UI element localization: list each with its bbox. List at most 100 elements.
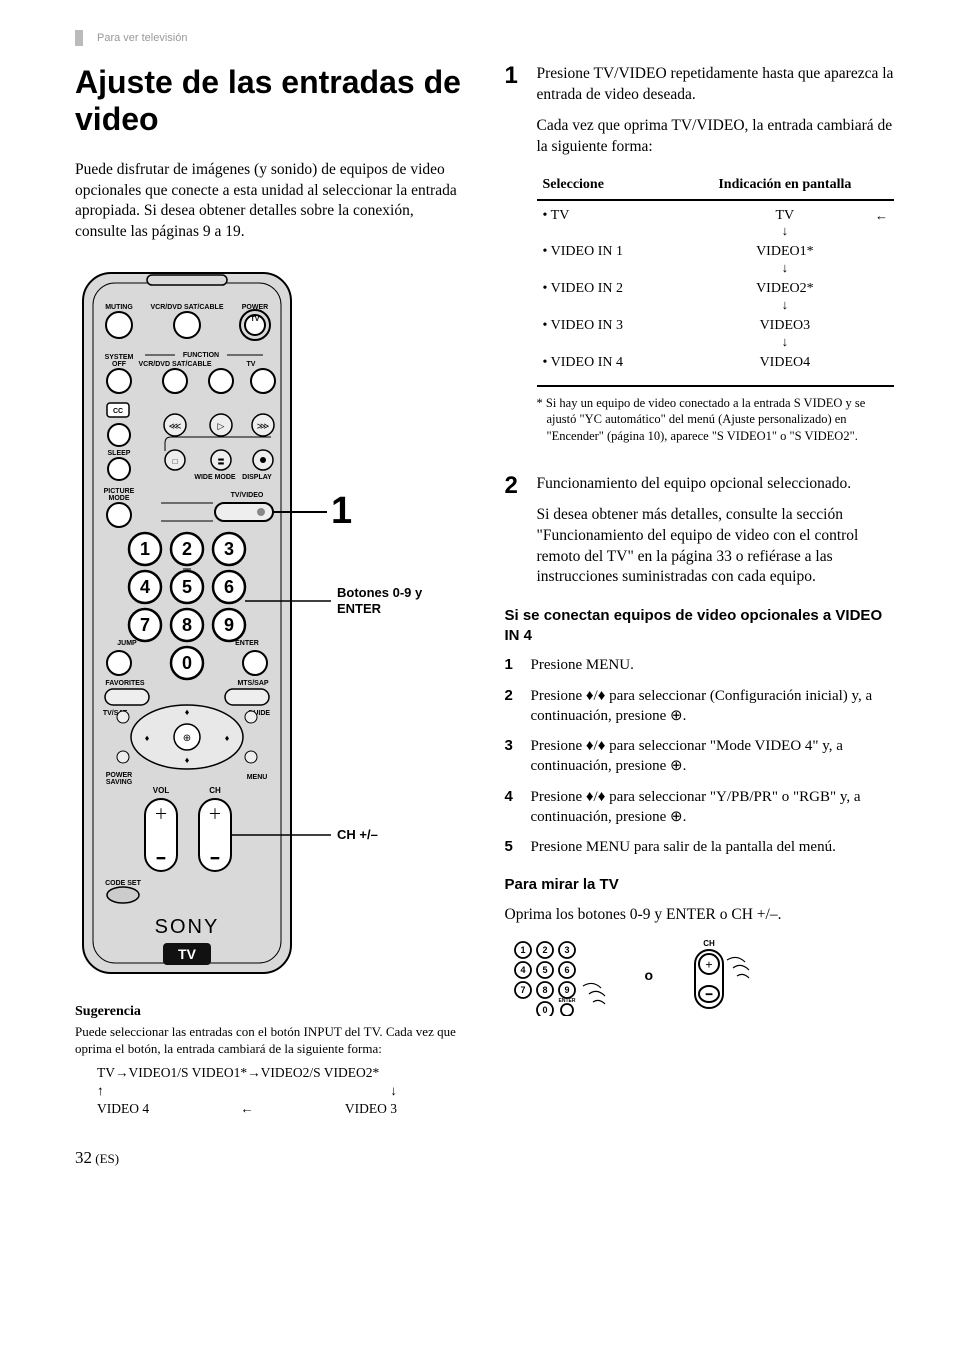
svg-text:━: ━	[156, 852, 166, 867]
remote-illustration: MUTING VCR/DVD SAT/CABLE POWER TV SYSTEM…	[75, 265, 465, 985]
step-2: 2 Funcionamiento del equipo opcional sel…	[505, 474, 895, 589]
svg-text:VCR/DVD SAT/CABLE: VCR/DVD SAT/CABLE	[151, 304, 224, 311]
svg-text:5: 5	[182, 577, 192, 597]
table-header-select: Seleccione	[537, 172, 676, 200]
svg-text:5: 5	[542, 965, 547, 975]
svg-text:3: 3	[564, 945, 569, 955]
remote-svg: MUTING VCR/DVD SAT/CABLE POWER TV SYSTEM…	[75, 265, 445, 985]
svg-text:CODE SET: CODE SET	[105, 880, 142, 887]
svg-text:6: 6	[224, 577, 234, 597]
svg-text:MUTING: MUTING	[105, 304, 133, 311]
cycle-bl: VIDEO 4	[97, 1100, 149, 1118]
svg-text:♦: ♦	[145, 733, 150, 743]
svg-text:＋: ＋	[208, 808, 222, 823]
step-2-p1: Funcionamiento del equipo opcional selec…	[537, 474, 895, 495]
svg-text:6: 6	[564, 965, 569, 975]
svg-text:SONY: SONY	[155, 916, 220, 938]
step-2-p2: Si desea obtener más detalles, consulte …	[537, 505, 895, 589]
svg-text:8: 8	[542, 985, 547, 995]
svg-text:♦: ♦	[225, 733, 230, 743]
table-cell: • VIDEO IN 4	[537, 348, 676, 386]
svg-text:TV/VIDEO: TV/VIDEO	[231, 492, 264, 499]
svg-text:▷: ▷	[218, 421, 225, 431]
page-title: Ajuste de las entradas de video	[75, 64, 465, 138]
svg-text:2: 2	[542, 945, 547, 955]
intro-paragraph: Puede disfrutar de imágenes (y sonido) d…	[75, 160, 465, 244]
section-header: Para ver televisión	[75, 30, 894, 46]
svg-text:VOL: VOL	[153, 786, 170, 795]
svg-text:⋙: ⋙	[257, 421, 270, 431]
loop-arrow-icon: ←	[875, 207, 888, 225]
svg-text:4: 4	[140, 577, 150, 597]
page-number: 32 (ES)	[75, 1147, 894, 1170]
keypad-mini-icon: 123 456 789 0 ENTER	[505, 936, 615, 1016]
table-cell: VIDEO1*↓	[676, 237, 894, 274]
svg-text:⊕: ⊕	[183, 733, 191, 744]
table-cell: • VIDEO IN 1	[537, 237, 676, 274]
callout-ch: CH +/–	[337, 827, 378, 843]
step-1-p2: Cada vez que oprima TV/VIDEO, la entrada…	[537, 116, 895, 158]
tip-body: Puede seleccionar las entradas con el bo…	[75, 1024, 465, 1058]
svg-text:⋘: ⋘	[169, 421, 182, 431]
callout-numpad: Botones 0-9 y ENTER	[337, 585, 457, 616]
procedure-list: 1Presione MENU. 2Presione ♦/♦ para selec…	[505, 655, 895, 857]
svg-text:CH: CH	[209, 786, 221, 795]
svg-text:7: 7	[140, 615, 150, 635]
table-cell: VIDEO4	[676, 348, 894, 386]
table-cell: • VIDEO IN 3	[537, 311, 676, 348]
svg-text:7: 7	[520, 985, 525, 995]
cycle-br: VIDEO 3	[345, 1100, 397, 1118]
procedure-item: 4Presione ♦/♦ para seleccionar "Y/PB/PR"…	[505, 787, 895, 828]
two-column-layout: Ajuste de las entradas de video Puede di…	[75, 64, 894, 1119]
svg-text:0: 0	[542, 1005, 547, 1015]
svg-text:━: ━	[210, 852, 220, 867]
svg-text:1: 1	[140, 539, 150, 559]
svg-text:MENU: MENU	[247, 774, 268, 781]
svg-text:DISPLAY: DISPLAY	[242, 474, 272, 481]
step-number: 2	[505, 474, 525, 589]
svg-text:SAVING: SAVING	[106, 779, 133, 786]
input-table: Seleccione Indicación en pantalla • TV T…	[537, 172, 895, 387]
table-cell: TV←↓	[676, 200, 894, 238]
subheading-watch-tv: Para mirar la TV	[505, 875, 895, 895]
callout-1: 1	[331, 489, 352, 535]
svg-text:━: ━	[705, 989, 713, 1001]
svg-text:□: □	[173, 457, 178, 466]
step-number: 1	[505, 64, 525, 464]
svg-text:MODE: MODE	[109, 495, 130, 502]
svg-text:MTS/SAP: MTS/SAP	[237, 680, 268, 687]
left-arrow-icon: ←	[240, 1100, 254, 1118]
procedure-item: 1Presione MENU.	[505, 655, 895, 675]
ch-rocker-mini-icon: CH + ━	[683, 936, 763, 1016]
step-1-p1: Presione TV/VIDEO repetidamente hasta qu…	[537, 64, 895, 106]
svg-text:＋: ＋	[154, 808, 168, 823]
svg-text:CC: CC	[113, 408, 123, 415]
procedure-item: 2Presione ♦/♦ para seleccionar (Configur…	[505, 686, 895, 727]
procedure-item: 3Presione ♦/♦ para seleccionar "Mode VID…	[505, 736, 895, 777]
up-arrow-icon: ↑	[97, 1082, 104, 1100]
svg-text:0: 0	[182, 653, 192, 673]
left-column: Ajuste de las entradas de video Puede di…	[75, 64, 465, 1119]
svg-text:4: 4	[520, 965, 525, 975]
procedure-item: 5Presione MENU para salir de la pantalla…	[505, 837, 895, 857]
table-cell: • VIDEO IN 2	[537, 274, 676, 311]
svg-text:OFF: OFF	[112, 361, 127, 368]
step-1: 1 Presione TV/VIDEO repetidamente hasta …	[505, 64, 895, 464]
svg-text:〓: 〓	[218, 458, 225, 466]
table-footnote: * Si hay un equipo de video conectado a …	[537, 395, 895, 444]
svg-text:FUNCTION: FUNCTION	[183, 352, 219, 359]
svg-text:FAVORITES: FAVORITES	[105, 680, 144, 687]
svg-text:TV: TV	[251, 316, 260, 323]
svg-text:8: 8	[182, 615, 192, 635]
svg-text:POWER: POWER	[106, 772, 132, 779]
svg-text:9: 9	[224, 615, 234, 635]
svg-text:♦: ♦	[185, 755, 190, 765]
tip-title: Sugerencia	[75, 1003, 465, 1022]
svg-text:9: 9	[564, 985, 569, 995]
watch-tv-section: Oprima los botones 0-9 y ENTER o CH +/–.…	[505, 905, 895, 1016]
right-column: 1 Presione TV/VIDEO repetidamente hasta …	[505, 64, 895, 1119]
svg-text:ENTER: ENTER	[558, 998, 575, 1004]
table-cell: VIDEO2*↓	[676, 274, 894, 311]
svg-text:SLEEP: SLEEP	[108, 450, 131, 457]
subheading-video-in-4: Si se conectan equipos de video opcional…	[505, 606, 895, 645]
